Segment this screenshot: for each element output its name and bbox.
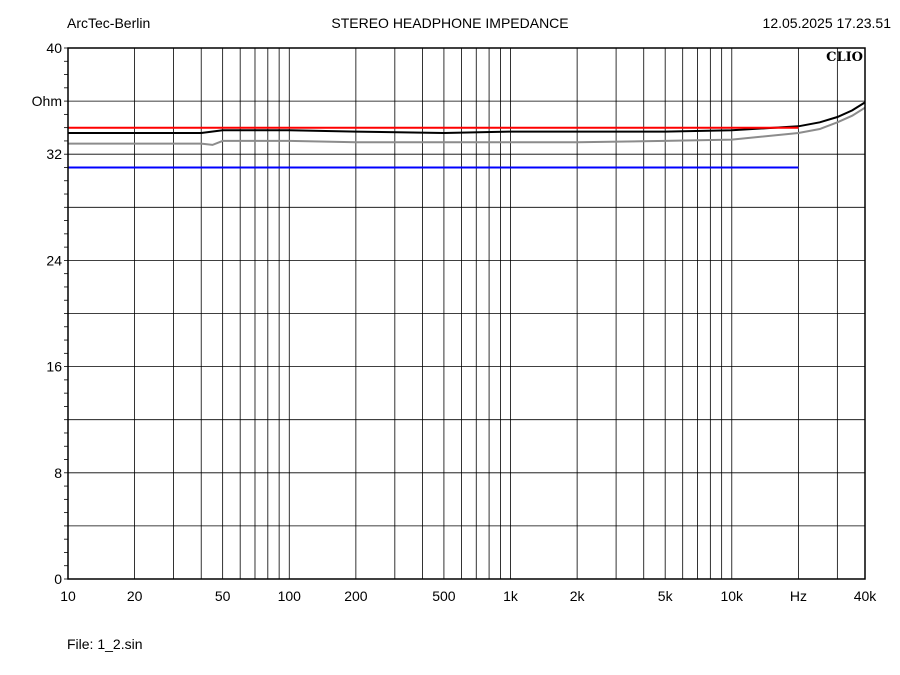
clio-watermark: CLIO (826, 50, 863, 65)
x-unit-label: Hz (790, 588, 807, 604)
impedance-series-line (68, 106, 866, 146)
x-tick-label: 500 (432, 588, 456, 604)
x-tick-label: 10k (720, 588, 744, 604)
chart-title: STEREO HEADPHONE IMPEDANCE (331, 15, 569, 31)
impedance-series-line (68, 101, 866, 135)
y-tick-label: 24 (46, 252, 62, 268)
header-lab-name: ArcTec-Berlin (67, 15, 151, 31)
chart-grid (64, 47, 866, 580)
x-tick-label: 200 (344, 588, 368, 604)
x-tick-label: 5k (658, 588, 674, 604)
x-tick-label: 20 (127, 588, 143, 604)
file-name: File: 1_2.sin (67, 636, 143, 652)
y-tick-label: 16 (46, 359, 62, 375)
plot-frame (67, 47, 866, 580)
chart-series (68, 101, 866, 169)
x-tick-label: 50 (215, 588, 231, 604)
x-tick-label: 10 (60, 588, 76, 604)
y-tick-label: 40 (46, 40, 62, 56)
chart-labels: 10 20 50 100 200 500 1k 2k 5k 10k 40k Hz 0 8 16 24 32 40 O… (32, 40, 878, 604)
x-tick-label: 1k (503, 588, 519, 604)
y-tick-label: 8 (54, 465, 62, 481)
x-tick-label: 40k (854, 588, 878, 604)
x-tick-label: 100 (278, 588, 302, 604)
x-tick-label: 2k (570, 588, 586, 604)
header-datetime: 12.05.2025 17.23.51 (762, 15, 891, 31)
y-unit-label: Ohm (32, 93, 62, 109)
y-tick-label: 0 (54, 571, 62, 587)
y-tick-label: 32 (46, 146, 62, 162)
